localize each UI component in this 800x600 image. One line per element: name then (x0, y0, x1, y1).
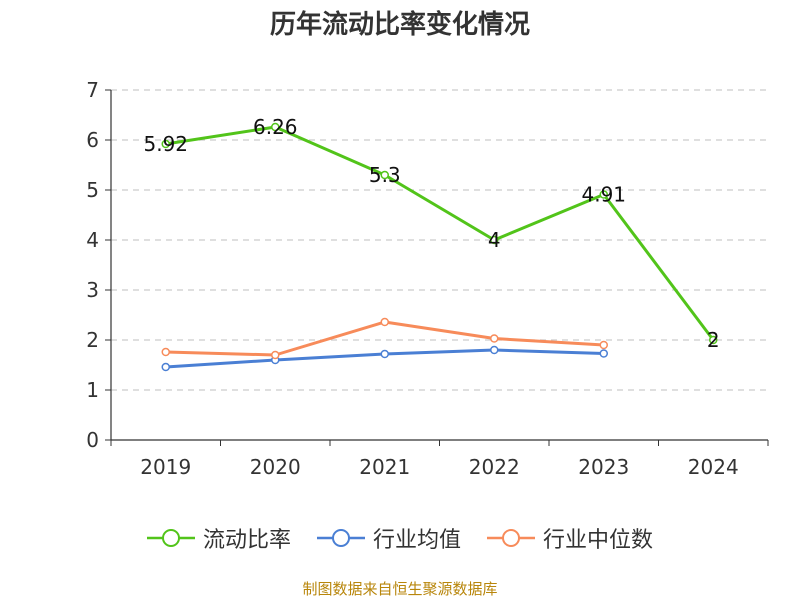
chart-title: 历年流动比率变化情况 (269, 10, 530, 40)
y-tick-label: 5 (86, 178, 99, 202)
y-tick-label: 3 (86, 278, 99, 302)
legend-label: 行业中位数 (543, 528, 654, 553)
y-tick-label: 0 (86, 428, 99, 452)
x-tick-label: 2019 (140, 455, 191, 479)
data-source-note: 制图数据来自恒生聚源数据库 (302, 580, 498, 598)
y-tick-label: 2 (86, 328, 99, 352)
legend-label: 行业均值 (372, 528, 461, 553)
grid-lines (111, 89, 768, 391)
legend-item-current-ratio[interactable]: 流动比率 (146, 522, 291, 554)
data-label: 2 (707, 328, 720, 352)
y-tick-label: 1 (86, 378, 99, 402)
y-tick-label: 6 (86, 128, 99, 152)
data-label: 6.26 (253, 115, 298, 139)
legend-item-industry-median[interactable]: 行业中位数 (487, 522, 653, 554)
series-layer (161, 122, 718, 372)
data-point (380, 317, 389, 327)
x-tick-label: 2023 (578, 455, 629, 479)
data-point (380, 170, 389, 180)
legend: 流动比率 行业均值 行业中位数 (0, 520, 800, 556)
x-tick-label: 2024 (688, 455, 739, 479)
series-line (165, 125, 715, 341)
data-point (161, 139, 170, 149)
data-point (599, 340, 608, 350)
y-tick-label: 7 (86, 78, 99, 102)
data-point (271, 122, 280, 132)
data-label: 4.91 (581, 183, 626, 207)
legend-marker-icon (146, 529, 195, 547)
data-point (490, 334, 499, 343)
data-label: 5.3 (369, 163, 401, 187)
data-point (599, 190, 608, 199)
data-point (709, 335, 718, 345)
legend-item-industry-mean[interactable]: 行业均值 (316, 522, 461, 554)
data-point (380, 349, 389, 359)
legend-label: 流动比率 (202, 528, 291, 553)
data-point (490, 235, 499, 245)
data-point (161, 362, 170, 372)
data-labels: 5.92 6.26 5.3 4 4.91 2 (143, 115, 719, 352)
data-point (490, 345, 499, 355)
x-tick-label: 2022 (469, 455, 520, 479)
data-label: 4 (488, 228, 501, 252)
data-point (599, 349, 608, 358)
axes: 0 1 2 3 4 5 6 7 2019 2020 2021 2022 2023 2024 (86, 78, 769, 479)
data-label: 5.92 (143, 132, 188, 156)
x-tick-label: 2020 (250, 455, 301, 479)
data-point (161, 347, 170, 357)
legend-marker-icon (487, 529, 535, 547)
legend-marker-icon (316, 529, 365, 547)
y-tick-label: 4 (86, 228, 99, 252)
data-point (271, 350, 280, 360)
x-tick-label: 2021 (359, 455, 410, 479)
